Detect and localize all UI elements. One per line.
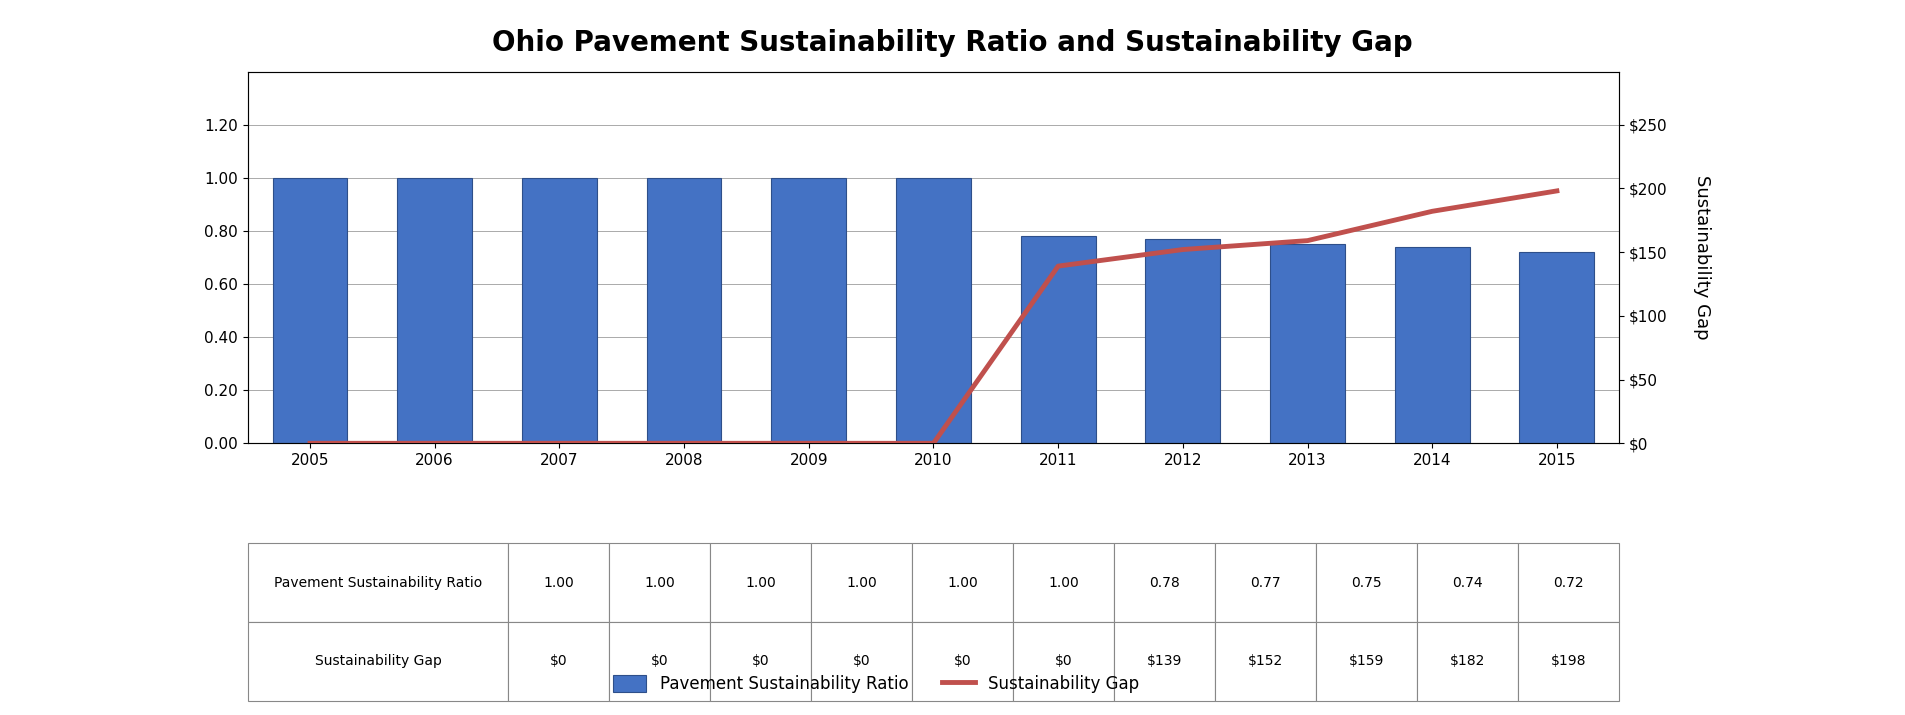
- Bar: [398, 178, 472, 443]
- Bar: [1394, 247, 1469, 443]
- Bar: [272, 178, 347, 443]
- Text: Pavement Sustainability Ratio: Pavement Sustainability Ratio: [274, 576, 482, 590]
- Text: $182: $182: [1450, 654, 1486, 669]
- Text: $159: $159: [1349, 654, 1385, 669]
- Text: 1.00: 1.00: [846, 576, 876, 590]
- Text: 0.72: 0.72: [1553, 576, 1585, 590]
- Text: $139: $139: [1147, 654, 1183, 669]
- Bar: [1520, 252, 1594, 443]
- Text: 1.00: 1.00: [745, 576, 775, 590]
- Text: Ohio Pavement Sustainability Ratio and Sustainability Gap: Ohio Pavement Sustainability Ratio and S…: [491, 29, 1414, 56]
- Bar: [895, 178, 972, 443]
- Text: 0.75: 0.75: [1351, 576, 1381, 590]
- Text: 1.00: 1.00: [644, 576, 674, 590]
- Text: Sustainability Gap: Sustainability Gap: [314, 654, 442, 669]
- Text: $0: $0: [652, 654, 669, 669]
- Text: 0.78: 0.78: [1149, 576, 1179, 590]
- Bar: [1021, 236, 1095, 443]
- Text: $0: $0: [853, 654, 871, 669]
- Text: 1.00: 1.00: [947, 576, 977, 590]
- Legend: Pavement Sustainability Ratio, Sustainability Gap: Pavement Sustainability Ratio, Sustainab…: [606, 668, 1147, 699]
- Bar: [522, 178, 596, 443]
- Text: 1.00: 1.00: [1048, 576, 1078, 590]
- Bar: [772, 178, 846, 443]
- Text: $198: $198: [1551, 654, 1587, 669]
- Text: 0.77: 0.77: [1250, 576, 1280, 590]
- Text: $0: $0: [752, 654, 770, 669]
- Bar: [1145, 239, 1221, 443]
- Y-axis label: Sustainability Gap: Sustainability Gap: [1694, 175, 1711, 340]
- Bar: [646, 178, 722, 443]
- Bar: [1271, 244, 1345, 443]
- Text: 0.74: 0.74: [1452, 576, 1484, 590]
- Text: $0: $0: [954, 654, 972, 669]
- Text: $152: $152: [1248, 654, 1284, 669]
- Text: $0: $0: [551, 654, 568, 669]
- Text: 1.00: 1.00: [543, 576, 573, 590]
- Text: $0: $0: [1055, 654, 1073, 669]
